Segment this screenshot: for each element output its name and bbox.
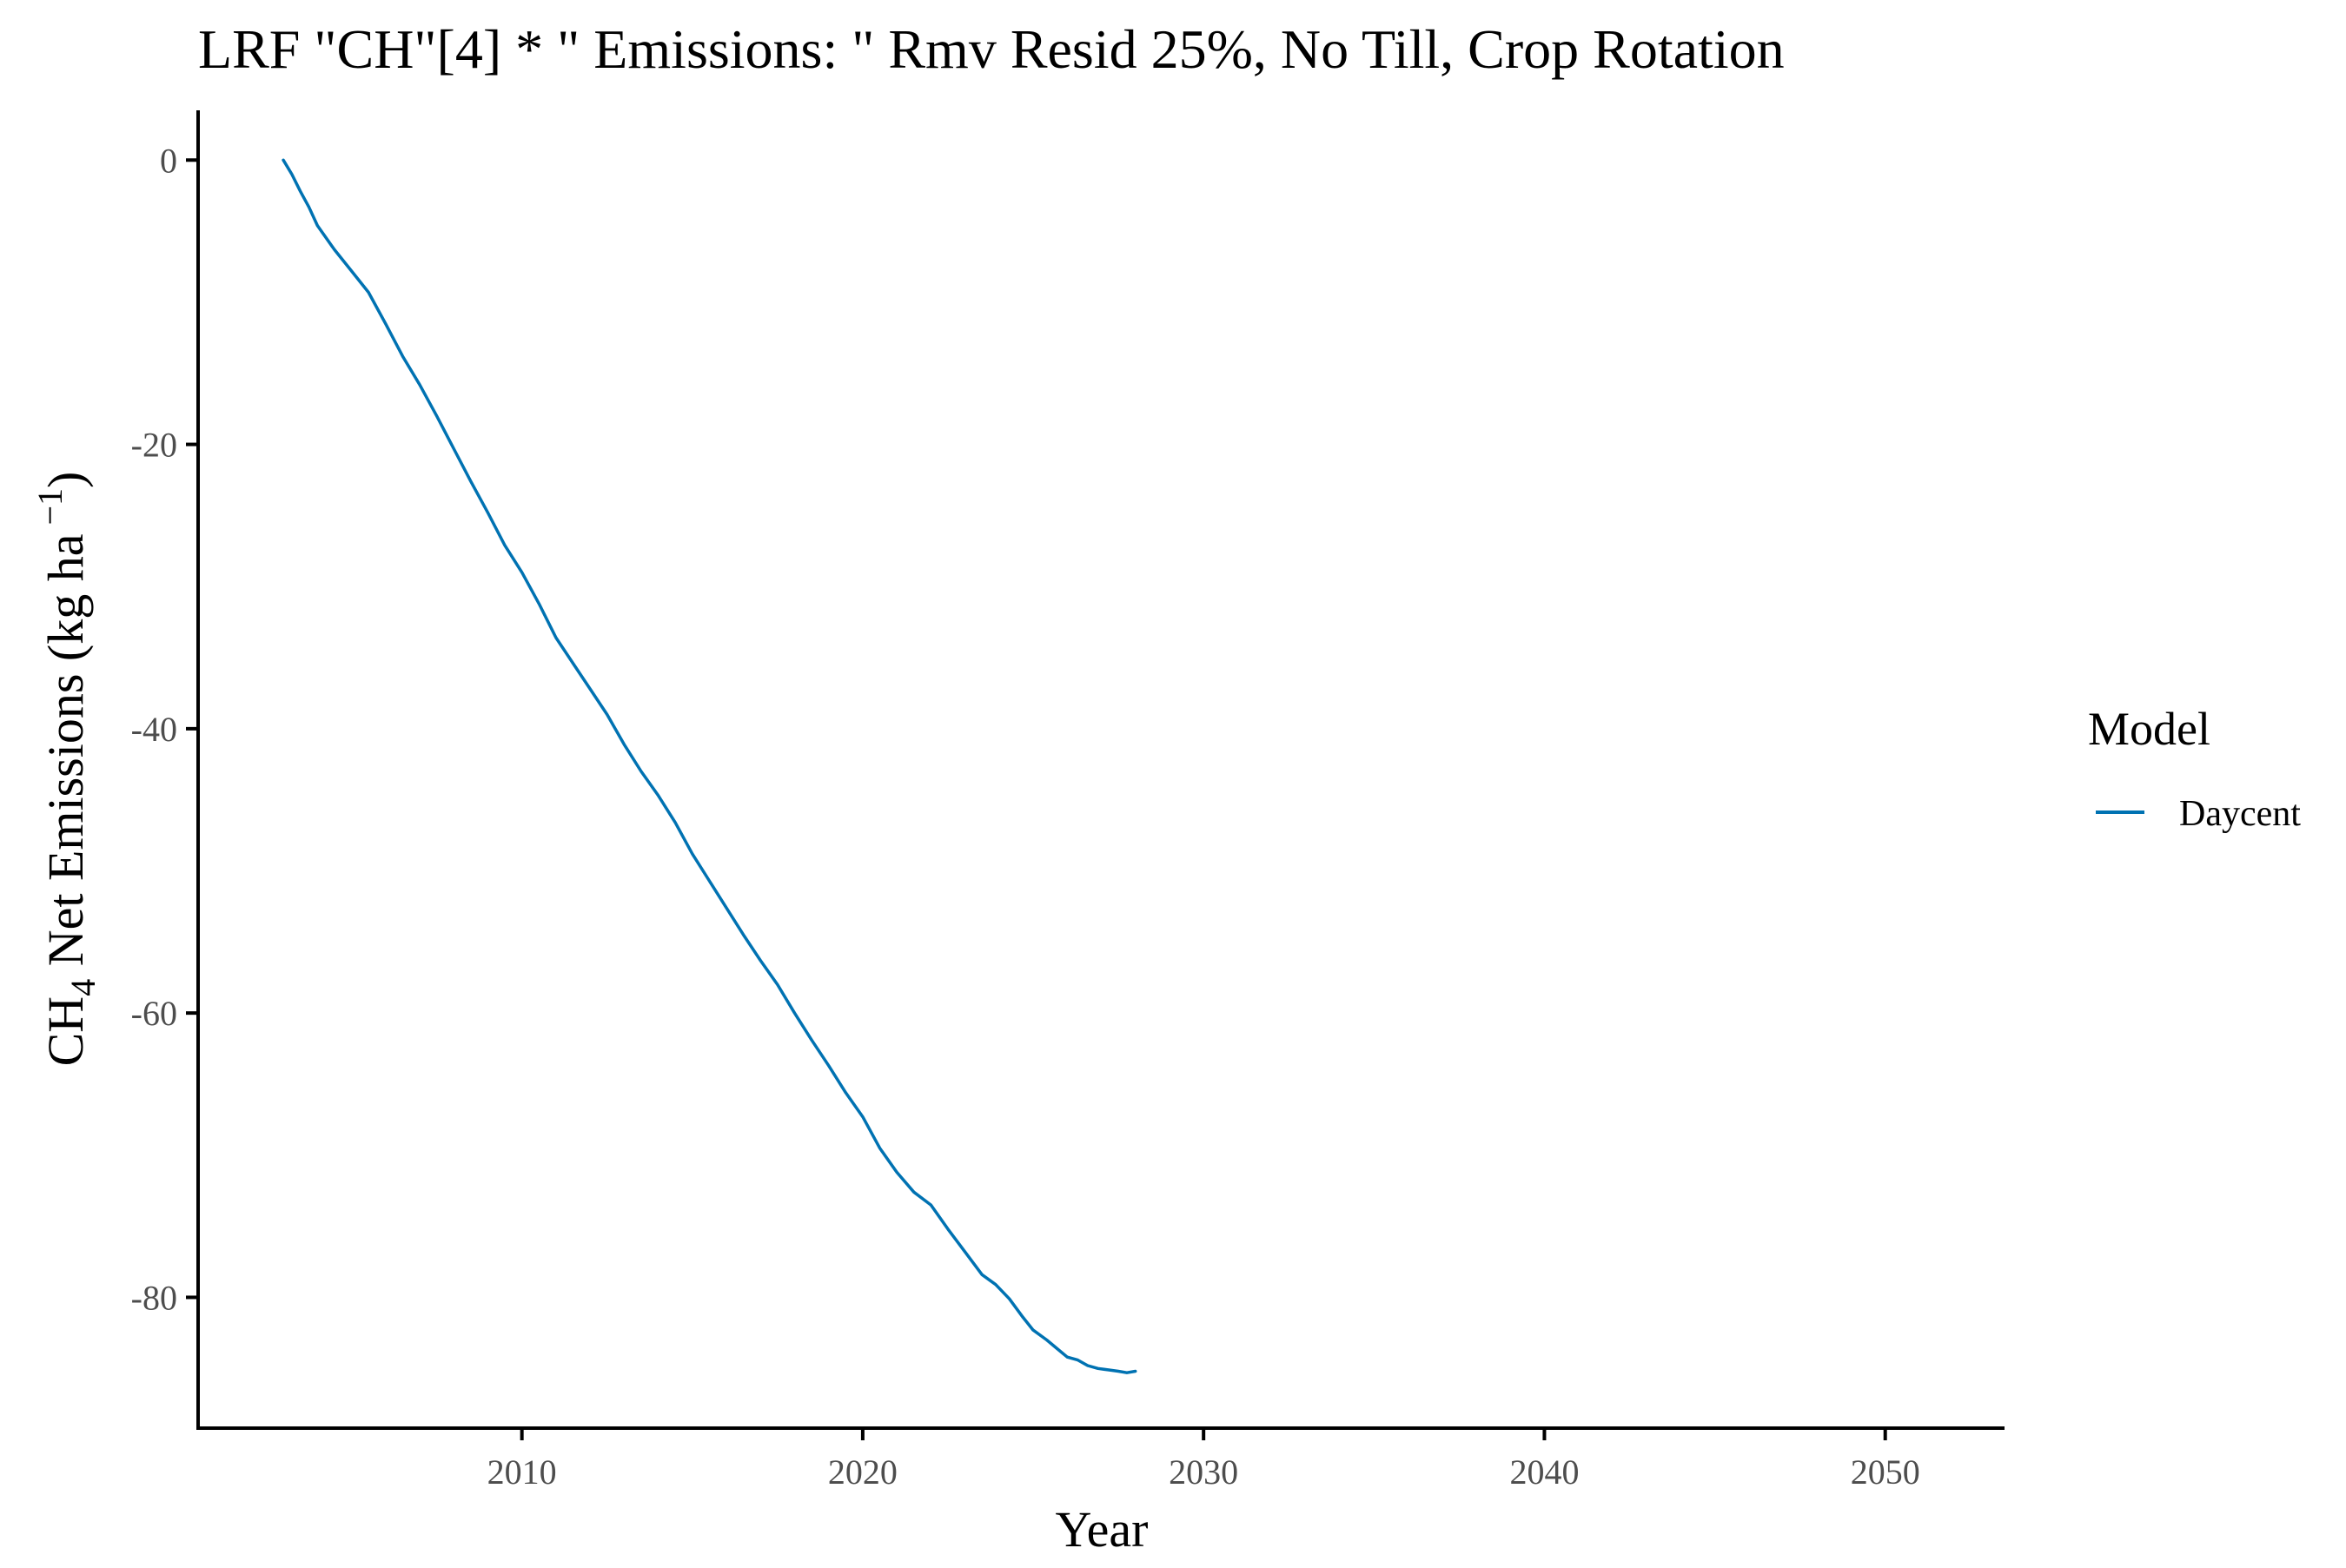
y-tick-label: -80 [131,1278,177,1317]
y-axis-title-prefix: CH [37,996,94,1067]
y-axis-title-subscript: 4 [63,979,103,996]
x-tick-label: 2030 [1169,1452,1238,1492]
x-tick-label: 2050 [1851,1452,1920,1492]
y-axis-title-middle: Net Emissions (kg ha [37,534,94,979]
x-tick-label: 2020 [828,1452,898,1492]
y-axis-title-superscript: −1 [30,488,70,534]
legend-title: Model [2088,703,2210,755]
y-axis-title: CH4 Net Emissions (kg ha −1) [30,472,103,1067]
x-ticks: 2010 2020 2030 2040 2050 [487,1428,1920,1492]
series-line-daycent [282,158,1137,1374]
x-tick-label: 2010 [487,1452,557,1492]
legend: Model Daycent [2088,703,2301,834]
y-tick-label: -60 [131,994,177,1033]
series-group [282,158,1137,1374]
x-axis-title: Year [1056,1501,1149,1558]
y-tick-label: -40 [131,710,177,749]
y-axis-title-suffix: ) [37,472,94,488]
chart-title: LRF "CH"[4] * " Emissions: " Rmv Resid 2… [198,18,1785,80]
x-tick-label: 2040 [1509,1452,1579,1492]
y-tick-label: -20 [131,426,177,465]
y-tick-label: 0 [160,141,177,180]
legend-label-daycent: Daycent [2179,794,2301,834]
y-ticks: 0 -20 -40 -60 -80 [131,141,198,1317]
